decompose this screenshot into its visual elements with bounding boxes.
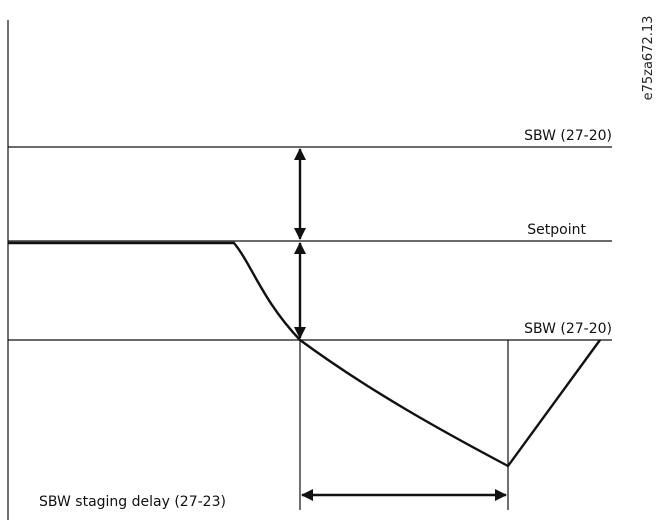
setpoint-label: Setpoint (527, 222, 586, 238)
staging-delay-label: SBW staging delay (27-23) (39, 494, 226, 510)
lower-sbw-label: SBW (27-20) (524, 321, 612, 337)
process-value-curve (8, 241, 601, 468)
figure-code: e75za672.13 (641, 16, 656, 101)
upper-sbw-label: SBW (27-20) (524, 128, 612, 144)
